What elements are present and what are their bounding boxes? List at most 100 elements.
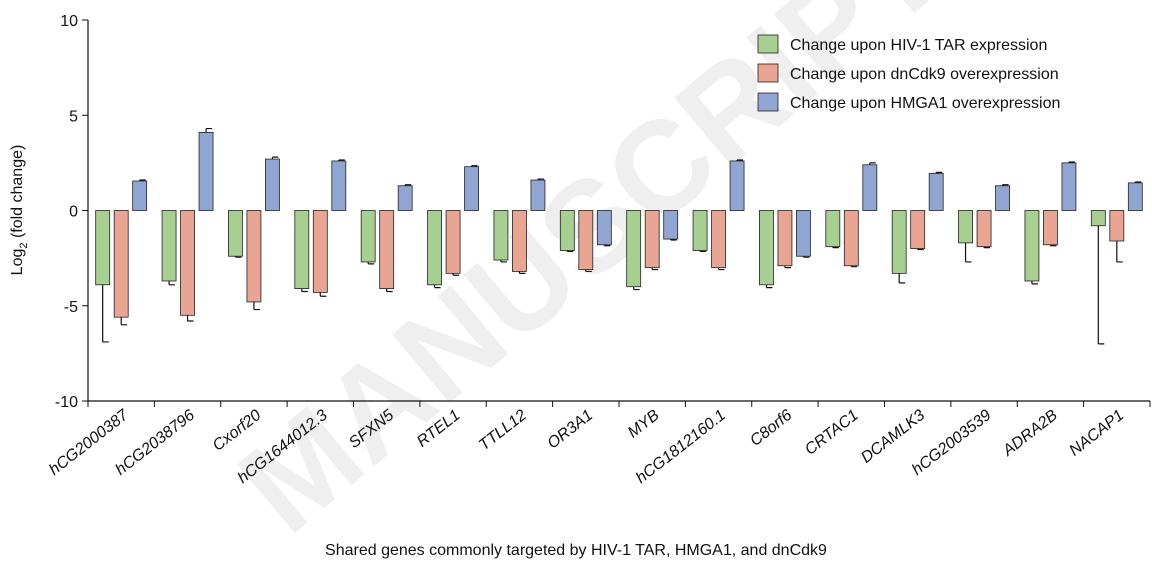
bar — [976, 210, 992, 248]
bar — [891, 210, 907, 274]
error-bar — [186, 315, 194, 322]
x-tick-label: OR3A1 — [544, 407, 596, 453]
bar — [312, 210, 328, 293]
bar — [265, 158, 280, 211]
bar — [1090, 210, 1106, 227]
bar — [910, 210, 926, 249]
bar — [397, 185, 413, 211]
error-bar — [917, 248, 924, 251]
bar — [113, 210, 129, 318]
bar — [796, 210, 811, 257]
y-axis-label: Log2 (fold change) — [9, 145, 30, 276]
bar — [825, 210, 841, 248]
error-bar — [1001, 184, 1009, 186]
bar — [559, 210, 575, 251]
bar — [644, 210, 660, 269]
bar — [512, 210, 527, 272]
y-tick-label: 5 — [69, 108, 78, 125]
y-label-base: Log — [9, 249, 26, 276]
error-bar — [338, 159, 345, 161]
error-bar — [319, 292, 327, 297]
y-tick-label: -10 — [55, 394, 78, 411]
error-bar — [537, 178, 544, 181]
bar — [692, 210, 708, 251]
error-bar — [699, 250, 707, 253]
x-tick-label: NACAP1 — [1066, 407, 1127, 460]
bar — [464, 166, 479, 211]
error-bar — [832, 246, 839, 249]
x-tick-label: ADRA2B — [999, 407, 1061, 461]
error-bar — [633, 286, 640, 291]
error-bar — [120, 317, 128, 326]
bar — [626, 210, 642, 288]
error-bar — [935, 171, 943, 174]
error-bar — [585, 269, 592, 273]
error-bar — [1031, 280, 1038, 285]
error-bar — [651, 267, 659, 271]
error-bar — [234, 256, 242, 258]
bar — [958, 210, 973, 244]
y-tick-label: -5 — [64, 299, 78, 316]
error-bar — [603, 244, 611, 247]
error-bar — [802, 256, 810, 258]
bar — [360, 210, 376, 263]
x-tick-label: MYB — [625, 407, 663, 442]
bar — [1061, 162, 1077, 211]
x-tick-label: TTLL12 — [476, 407, 530, 454]
error-bar — [1134, 181, 1142, 183]
error-bar — [983, 246, 991, 249]
y-label-subscript: 2 — [18, 243, 30, 249]
legend-label: Change upon dnCdk9 overexpression — [790, 66, 1059, 83]
error-bar — [168, 280, 176, 286]
error-bar — [898, 273, 906, 284]
error-bar — [102, 284, 109, 343]
bar — [843, 210, 859, 267]
y-tick-label: 0 — [69, 204, 78, 221]
error-bar — [566, 250, 574, 253]
bar — [530, 179, 546, 211]
x-axis-label: Shared genes commonly targeted by HIV-1 … — [325, 542, 827, 559]
y-label-rest: (fold change) — [9, 145, 26, 243]
bar — [161, 210, 177, 282]
error-bar — [1116, 240, 1123, 263]
error-bar — [205, 127, 213, 133]
bar — [294, 210, 310, 290]
error-bar — [470, 165, 478, 167]
legend-swatch — [757, 63, 779, 83]
bar — [1109, 210, 1125, 242]
error-bar — [784, 265, 791, 269]
bar — [862, 164, 878, 211]
error-bar — [1068, 161, 1075, 163]
x-tick-label: C8orf6 — [747, 407, 795, 450]
x-tick-label: CRTAC1 — [802, 407, 862, 459]
bar — [1043, 210, 1058, 246]
error-bar — [253, 301, 260, 311]
y-tick-label: 10 — [60, 13, 78, 30]
bar — [493, 210, 509, 261]
error-bar — [301, 288, 308, 293]
error-bar — [367, 261, 375, 265]
bar — [180, 210, 195, 316]
legend-label: Change upon HMGA1 overexpression — [790, 95, 1060, 112]
error-bar — [452, 273, 460, 276]
bar — [427, 210, 442, 286]
legend-swatch — [757, 92, 779, 112]
bar — [132, 180, 148, 211]
bar — [445, 210, 461, 274]
bar — [228, 210, 243, 257]
error-bar — [964, 242, 972, 263]
legend-label: Change upon HIV-1 TAR expression — [790, 37, 1047, 54]
error-bar — [717, 267, 725, 271]
bar — [777, 210, 793, 267]
error-bar — [500, 260, 507, 263]
error-bar — [404, 184, 412, 186]
error-bar — [850, 265, 858, 268]
bar — [1024, 210, 1040, 282]
bar — [198, 131, 214, 211]
bar — [759, 210, 774, 286]
error-bar — [139, 179, 146, 181]
error-bar — [271, 156, 279, 160]
bar — [331, 160, 347, 211]
bar — [1127, 182, 1143, 211]
legend-swatch — [757, 34, 779, 54]
